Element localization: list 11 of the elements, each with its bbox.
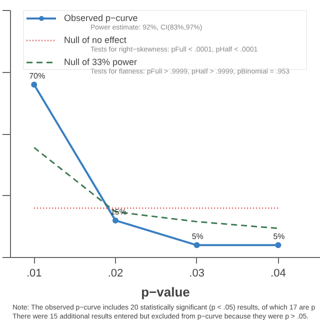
x-tick-label: .02 — [108, 268, 124, 280]
legend-label: Null of 33% power — [64, 57, 138, 67]
data-label: 70% — [29, 72, 46, 81]
x-tick-label: .01 — [26, 268, 42, 280]
data-label: 5% — [192, 232, 204, 242]
legend-label: Null of no effect — [64, 35, 128, 45]
x-tick-label: .04 — [270, 268, 286, 280]
x-tick-label: .03 — [189, 268, 204, 280]
x-axis-title: p−value — [141, 284, 190, 300]
legend-label: Observed p−curve — [64, 13, 139, 23]
data-label: 5% — [273, 232, 285, 242]
